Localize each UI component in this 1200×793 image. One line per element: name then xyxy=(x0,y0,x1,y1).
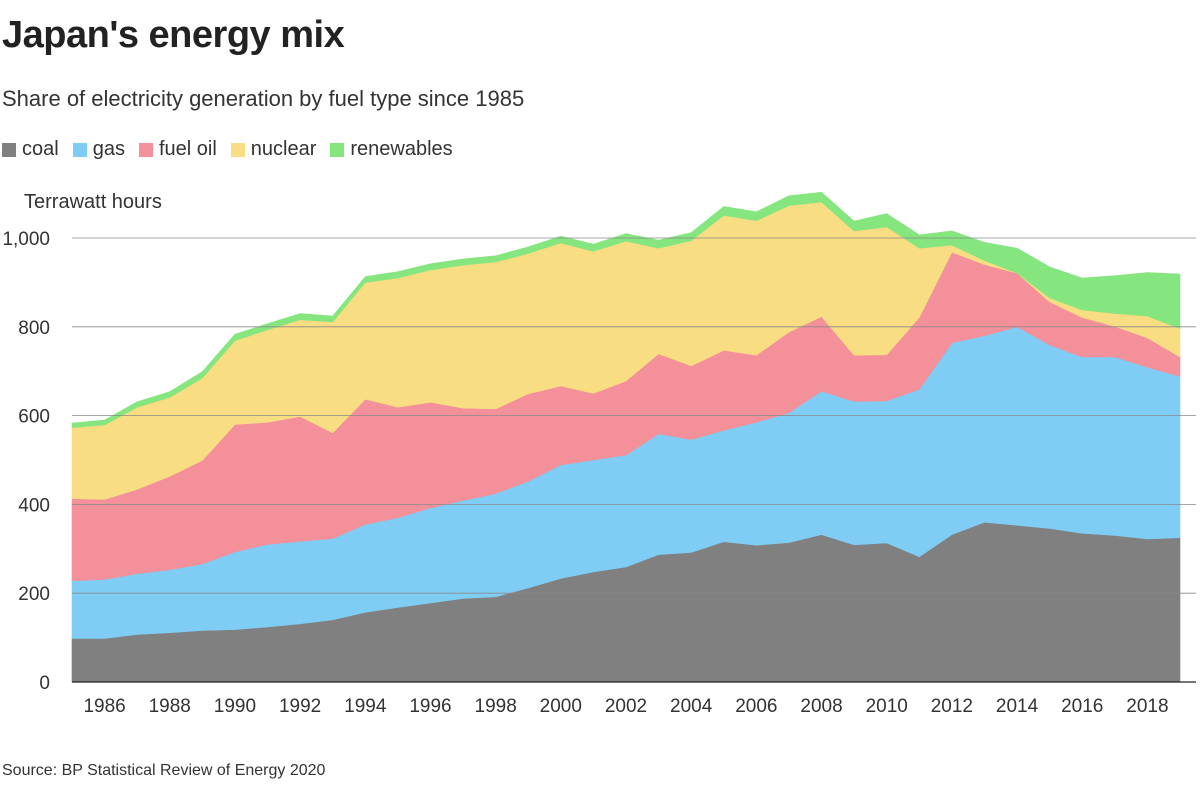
legend-swatch-nuclear xyxy=(230,142,245,157)
legend-label-gas: gas xyxy=(92,138,125,160)
x-tick-label: 1996 xyxy=(409,696,451,717)
legend-label-renewables: renewables xyxy=(350,138,453,160)
area-layers xyxy=(71,191,1181,683)
legend-item-renewables: renewables xyxy=(330,138,453,161)
x-tick-label: 1986 xyxy=(83,696,125,717)
legend: coal gas fuel oil nuclear renewables xyxy=(2,138,453,161)
x-tick-label: 1990 xyxy=(214,696,256,717)
legend-item-fuel-oil: fuel oil xyxy=(138,138,217,161)
area-renewables xyxy=(71,191,1181,428)
x-tick-labels: 1986 1988 1990 1992 1994 1996 1998 2000 2002 2004… xyxy=(83,696,1168,717)
x-tick-label: 1992 xyxy=(279,696,321,717)
y-tick-label: 800 xyxy=(18,318,50,339)
legend-item-gas: gas xyxy=(72,138,125,161)
legend-swatch-fuel-oil xyxy=(138,142,153,157)
y-tick-label: 1,000 xyxy=(2,229,50,250)
x-tick-label: 2018 xyxy=(1126,696,1168,717)
y-tick-label: 600 xyxy=(18,407,50,428)
y-axis-label: Terrawatt hours xyxy=(24,191,162,213)
chart-subtitle: Share of electricity generation by fuel … xyxy=(2,86,525,111)
x-tick-label: 1994 xyxy=(344,696,387,717)
x-tick-label: 2000 xyxy=(540,696,582,717)
x-tick-label: 2010 xyxy=(866,696,908,717)
x-tick-label: 2002 xyxy=(605,696,647,717)
gridlines xyxy=(72,237,1196,683)
source-note: Source: BP Statistical Review of Energy … xyxy=(2,762,326,779)
y-tick-label: 200 xyxy=(18,584,50,605)
y-tick-labels: 0 200 400 600 800 1,000 xyxy=(2,229,50,694)
legend-swatch-renewables xyxy=(330,142,345,157)
legend-item-coal: coal xyxy=(2,138,59,161)
legend-label-fuel-oil: fuel oil xyxy=(158,138,217,160)
y-tick-label: 400 xyxy=(18,495,50,516)
x-tick-label: 1998 xyxy=(475,696,517,717)
legend-label-coal: coal xyxy=(22,138,59,160)
x-tick-label: 1988 xyxy=(149,696,191,717)
legend-swatch-gas xyxy=(72,142,87,157)
x-tick-label: 2014 xyxy=(996,696,1039,717)
legend-swatch-coal xyxy=(2,142,16,157)
legend-label-nuclear: nuclear xyxy=(250,138,317,160)
x-tick-label: 2004 xyxy=(670,696,713,717)
legend-item-nuclear: nuclear xyxy=(230,138,317,161)
x-tick-label: 2012 xyxy=(931,696,973,717)
x-tick-label: 2008 xyxy=(800,696,842,717)
x-tick-label: 2016 xyxy=(1061,696,1103,717)
y-tick-label: 0 xyxy=(39,673,50,694)
x-tick-label: 2006 xyxy=(735,696,777,717)
chart-title: Japan's energy mix xyxy=(2,14,345,56)
